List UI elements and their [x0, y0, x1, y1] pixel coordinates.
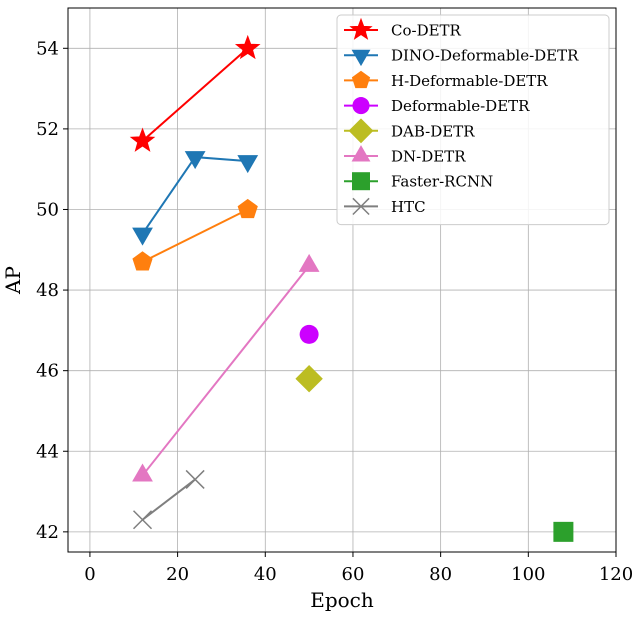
plot-series — [129, 34, 574, 542]
legend: Co-DETR DINO-Deformable-DETR H-Deformable-… — [336, 14, 610, 226]
y-tick-label: 54 — [36, 38, 59, 59]
y-tick-label: 44 — [36, 441, 59, 462]
legend-entry: Deformable-DETR — [344, 97, 530, 115]
series-dino-deformable-detr — [132, 151, 259, 246]
y-tick-label: 50 — [36, 199, 59, 220]
series-h-deformable-detr — [132, 198, 258, 271]
x-tick-label: 100 — [511, 564, 545, 585]
data-point-marker — [184, 151, 206, 170]
data-point-marker — [553, 521, 574, 542]
series-line — [141, 47, 249, 142]
legend-entry: DINO-Deformable-DETR — [344, 47, 579, 67]
legend-label: H-Deformable-DETR — [391, 72, 548, 90]
legend-entry: Faster-RCNN — [344, 172, 493, 191]
y-tick-label: 46 — [36, 361, 59, 382]
legend-label: Deformable-DETR — [391, 97, 530, 115]
legend-label: Co-DETR — [391, 22, 462, 40]
x-axis-label: Epoch — [310, 588, 374, 612]
data-point-marker — [299, 324, 319, 344]
legend-entry: DN-DETR — [344, 145, 466, 166]
data-point-marker — [295, 365, 323, 393]
series-line — [142, 208, 249, 263]
x-tick-label: 20 — [166, 564, 189, 585]
series-line — [141, 478, 196, 521]
data-point-marker — [132, 510, 153, 530]
data-point-marker — [237, 155, 259, 174]
x-tick-label: 0 — [84, 564, 95, 585]
legend-marker — [351, 145, 371, 162]
x-tick-label: 80 — [429, 564, 452, 585]
series-co-detr — [129, 34, 261, 152]
legend-marker — [348, 118, 374, 144]
y-tick-label: 52 — [36, 119, 59, 140]
legend-marker — [351, 49, 371, 67]
series-dn-detr — [132, 253, 320, 482]
series-faster-rcnn — [553, 521, 574, 542]
x-tick-label: 60 — [342, 564, 365, 585]
axis-ticks: 0 20 40 60 80 100 120 42 44 46 48 50 52 54 — [36, 38, 633, 585]
legend-marker — [352, 172, 370, 191]
legend-marker — [352, 197, 370, 216]
legend-label: DINO-Deformable-DETR — [391, 47, 579, 65]
x-tick-label: 40 — [254, 564, 277, 585]
data-point-marker — [185, 469, 205, 489]
y-tick-label: 48 — [36, 280, 59, 301]
data-point-marker — [234, 34, 261, 60]
data-point-marker — [132, 227, 153, 246]
legend-box — [336, 14, 610, 226]
series-dab-detr — [295, 365, 323, 393]
legend-entry: H-Deformable-DETR — [344, 70, 548, 90]
y-tick-label: 42 — [36, 522, 59, 543]
legend-entry: HTC — [344, 197, 426, 216]
legend-label: DN-DETR — [391, 148, 466, 166]
series-htc — [132, 469, 205, 530]
plot-frame — [67, 7, 617, 553]
data-point-marker — [132, 251, 153, 271]
x-tick-label: 120 — [599, 564, 633, 585]
legend-label: HTC — [391, 198, 426, 216]
series-line — [141, 265, 310, 477]
legend-entry: DAB-DETR — [344, 118, 475, 144]
legend-label: DAB-DETR — [391, 122, 475, 140]
legend-entry: Co-DETR — [344, 17, 462, 40]
legend-marker — [349, 17, 373, 40]
data-point-marker — [298, 253, 320, 272]
data-point-marker — [132, 463, 153, 482]
legend-marker — [352, 97, 370, 115]
y-axis-label: AP — [1, 266, 25, 295]
legend-marker — [351, 70, 371, 89]
legend-label: Faster-RCNN — [391, 173, 493, 191]
data-point-marker — [237, 198, 258, 219]
series-deformable-detr — [299, 324, 319, 344]
data-point-marker — [129, 127, 156, 152]
